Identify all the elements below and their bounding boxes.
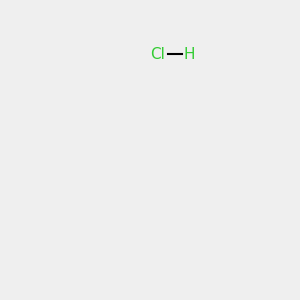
Text: Cl: Cl: [151, 47, 165, 62]
Text: H: H: [184, 47, 196, 62]
